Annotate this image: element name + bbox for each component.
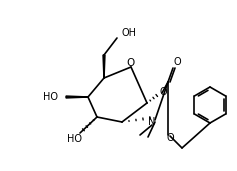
Text: O: O <box>160 87 168 97</box>
Text: O: O <box>127 58 135 68</box>
Polygon shape <box>66 96 88 98</box>
Text: O: O <box>166 133 174 143</box>
Polygon shape <box>103 55 105 78</box>
Text: OH: OH <box>122 28 137 38</box>
Text: O: O <box>173 57 181 67</box>
Text: HO: HO <box>68 134 82 144</box>
Text: N: N <box>148 117 156 127</box>
Text: HO: HO <box>43 92 58 102</box>
